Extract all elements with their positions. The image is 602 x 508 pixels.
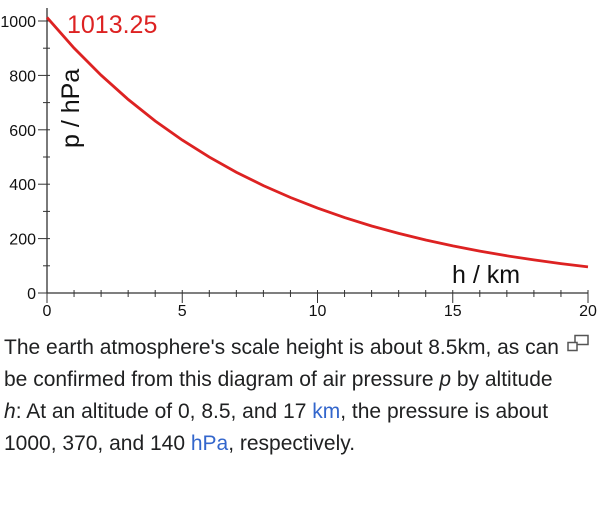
annotation-label: 1013.25 [67,11,157,39]
hpa-link[interactable]: hPa [190,432,229,455]
tick-group: 0 200 400 600 800 1000 0 5 10 15 20 [0,14,597,320]
y-tick-label: 400 [9,177,36,194]
x-axis-label: h / km [452,261,520,289]
y-tick-label: 800 [9,68,36,85]
y-tick-label: 1000 [0,14,36,31]
magnify-icon[interactable] [566,334,590,352]
caption-text: by altitude [451,368,553,391]
y-tick-label: 200 [9,232,36,249]
caption-text: : At an altitude of 0, 8.5, and 17 [15,400,313,423]
x-tick-label: 20 [579,303,597,320]
y-tick-label: 0 [27,286,36,303]
caption-var-h: h [4,400,16,423]
axes [46,8,588,294]
x-tick-label: 5 [178,303,187,320]
figure-caption: The earth atmosphere's scale height is a… [4,332,564,460]
y-tick-label: 600 [9,123,36,140]
series-line-pressure [45,16,589,269]
x-tick-label: 0 [43,303,52,320]
caption-var-p: p [439,368,452,391]
caption-text: , the pressure is about 1000, 370, and 1… [4,400,549,455]
caption-text: The earth atmosphere's scale height is a… [4,336,559,391]
km-link[interactable]: km [312,400,341,423]
chart: 0 200 400 600 800 1000 0 5 10 15 20 1013.25 p / hP… [0,8,597,320]
y-axis-label: p / hPa [57,69,85,148]
caption-text: , respectively. [228,432,356,455]
x-tick-label: 15 [444,303,462,320]
x-tick-label: 10 [309,303,327,320]
